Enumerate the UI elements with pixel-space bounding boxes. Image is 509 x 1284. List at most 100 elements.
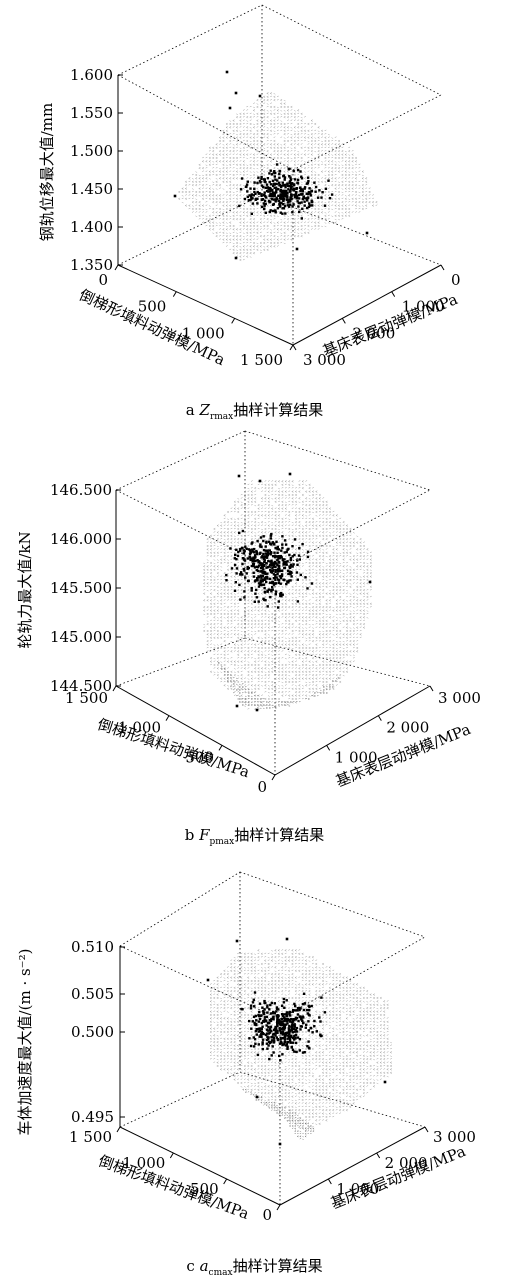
chart-a-x-tick-label: 0 [98,271,108,289]
data-point [267,1037,270,1041]
data-point [272,1041,276,1044]
data-point [301,197,304,201]
data-point [285,937,289,941]
data-point [283,1041,286,1044]
data-point [173,194,177,198]
chart-a-caption-symbol: Z [199,401,210,419]
data-point [249,187,252,190]
data-point [287,1027,290,1030]
data-point [255,549,258,553]
data-point [281,1014,285,1017]
data-point [252,998,255,1001]
chart-a-y-tick [391,291,396,297]
data-point [269,188,272,191]
data-point [241,562,244,566]
data-point [270,1001,273,1005]
data-point [365,231,369,235]
chart-a-grid [261,4,442,96]
chart-b-svg: 144.500 145.000 145.500 146.000 146.500 1 500… [16,430,481,796]
data-point [266,177,270,180]
data-point [294,1016,298,1019]
chart-c-grid [279,936,426,1020]
data-point [278,567,281,570]
data-point [260,193,263,196]
data-point [261,562,264,566]
data-point [293,1034,296,1038]
data-point [249,1004,253,1007]
data-point [262,1012,266,1016]
data-point [299,573,302,577]
data-point [319,1020,322,1023]
data-point [272,573,276,576]
data-point [262,202,265,205]
data-point [276,1022,279,1025]
data-point [263,586,266,590]
data-point [254,556,257,559]
data-point [268,201,271,204]
data-point [254,1029,258,1033]
chart-c-y-label: 基床表层动弹模/MPa [328,1142,468,1213]
data-point [296,1013,300,1016]
data-point [261,198,265,201]
data-point [318,1016,321,1019]
data-point [288,570,291,573]
chart-c-surface-mesh [242,1088,315,1140]
data-point [234,553,237,556]
data-point [276,1038,279,1041]
data-point [276,558,279,562]
data-point [298,547,301,550]
data-point [265,1024,268,1027]
data-point [271,1012,274,1015]
data-point [294,1018,297,1021]
data-point [267,190,270,193]
data-point [280,190,283,194]
data-point [283,195,286,198]
data-point [289,176,292,179]
data-point [270,1041,273,1044]
chart-a-grid [292,94,442,171]
data-point [259,579,262,582]
data-point [249,1007,253,1010]
chart-a-surface-mesh-b [178,93,378,262]
data-point [286,204,289,207]
chart-a-y-label: 基床表层动弹模/MPa [320,290,460,361]
data-point [304,576,307,579]
chart-b-caption-symbol: F [199,826,210,844]
chart-c-y-tick [424,1126,429,1133]
data-point [260,576,263,579]
chart-a-caption-prefix: a [185,401,195,419]
data-point [249,198,252,202]
data-point [270,1017,273,1021]
data-point [285,198,289,201]
data-point [307,205,311,208]
data-point [303,204,306,207]
data-point [277,581,281,585]
data-point [300,175,303,178]
data-point [264,572,267,575]
data-point [287,168,290,171]
data-point [252,1045,256,1048]
data-point [299,1028,302,1031]
data-point [257,585,261,588]
data-point [288,1031,291,1035]
data-point [258,179,262,183]
data-point [260,198,263,201]
chart-b-z-tick-label: 146.500 [50,481,112,499]
data-point [229,547,232,550]
data-point [294,1034,297,1037]
data-point [289,199,292,202]
data-point [298,1015,302,1018]
data-point [296,578,299,581]
data-point [268,1021,271,1025]
data-point [243,596,246,599]
data-point [276,563,279,567]
data-point [270,1029,273,1033]
data-point [275,555,279,558]
data-point [269,183,273,186]
data-point [268,190,271,193]
data-point [275,196,278,199]
data-point [260,1014,263,1017]
data-point [278,564,281,567]
data-point [253,181,256,184]
data-point [278,199,281,203]
